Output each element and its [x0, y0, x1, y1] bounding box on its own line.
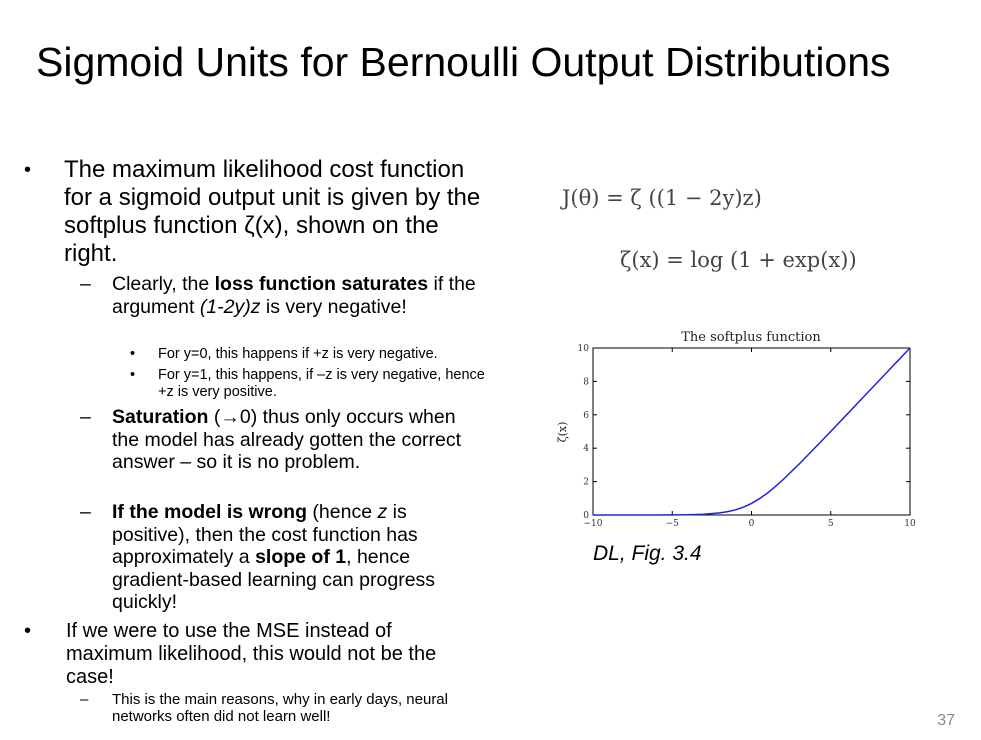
chart-y-axis-label: ζ(x) — [556, 422, 569, 443]
bullet-1-3-bold-1: If the model is wrong — [112, 501, 308, 523]
bullet-1-3: – If the model is wrong (hence z is posi… — [80, 501, 482, 614]
y-tick-label: 2 — [583, 478, 589, 488]
bullet-dash: – — [80, 501, 91, 523]
softplus-chart: The softplus function ζ(x) −10 −5 0 5 10 0 2 4 6… — [548, 322, 933, 534]
bullet-1-3-italic: z — [377, 501, 388, 523]
bullet-1: • The maximum likelihood cost function f… — [24, 156, 484, 268]
x-tick-label: 10 — [904, 519, 916, 529]
bullet-1-3-post: , hence gradient-based learning can prog… — [112, 546, 436, 613]
bullet-2-1: – This is the main reasons, why in early… — [80, 691, 482, 725]
x-tick-label: −5 — [666, 519, 680, 529]
bullet-dot: • — [130, 346, 136, 362]
bullet-1-1-bold: loss function saturates — [214, 273, 429, 295]
bullet-1-1-2-text: For y=1, this happens, if –z is very neg… — [158, 367, 485, 400]
x-tick-label: 0 — [749, 519, 755, 529]
page-number: 37 — [937, 712, 955, 729]
bullet-1-3-bold-2: slope of 1 — [255, 546, 347, 568]
bullet-1-2-post: (→0) thus only occurs when the model has… — [112, 406, 462, 473]
bullet-2: • If we were to use the MSE instead of m… — [24, 620, 466, 689]
y-tick-label: 0 — [583, 511, 589, 521]
bullet-1-1-italic: (1-2y)z — [199, 295, 261, 318]
bullet-dash: – — [80, 691, 89, 708]
bullet-dot: • — [24, 620, 32, 642]
formula-cost: J(θ) = ζ ((1 − 2y)z) — [562, 186, 762, 210]
bullet-1-1-2: • For y=1, this happens, if –z is very n… — [130, 367, 488, 401]
bullet-1-2: – Saturation (→0) thus only occurs when … — [80, 406, 482, 474]
bullet-dash: – — [80, 273, 91, 295]
plot-frame — [592, 347, 911, 516]
bullet-1-1-1-text: For y=0, this happens if +z is very nega… — [158, 346, 438, 362]
bullet-1-2-bold: Saturation — [112, 406, 209, 428]
bullet-1-1: – Clearly, the loss function saturates i… — [80, 273, 482, 318]
bullet-1-1-post: is very negative! — [260, 295, 407, 318]
y-tick-label: 4 — [583, 444, 589, 454]
axis-ticks: −10 −5 0 5 10 0 2 4 6 8 10 — [578, 344, 916, 529]
chart-title: The softplus function — [681, 330, 821, 345]
bullet-2-text: If we were to use the MSE instead of max… — [66, 620, 437, 688]
y-tick-label: 10 — [578, 344, 590, 354]
bullet-1-text: The maximum likelihood cost function for… — [64, 156, 481, 267]
softplus-chart-svg: The softplus function ζ(x) −10 −5 0 5 10 0 2 4 6… — [556, 330, 916, 529]
bullet-1-1-1: • For y=0, this happens if +z is very ne… — [130, 346, 488, 363]
bullet-dot: • — [130, 367, 136, 383]
slide-title: Sigmoid Units for Bernoulli Output Distr… — [36, 39, 891, 85]
bullet-1-1-pre: Clearly, the — [112, 273, 215, 295]
bullet-2-1-text: This is the main reasons, why in early d… — [112, 691, 448, 725]
x-tick-label: 5 — [828, 519, 834, 529]
bullet-dash: – — [80, 406, 91, 428]
figure-caption: DL, Fig. 3.4 — [593, 542, 702, 565]
bullet-1-3-mid-2: is positive), then the cost function has… — [112, 501, 418, 568]
x-tick-label: −10 — [584, 519, 603, 529]
formula-softplus: ζ(x) = log (1 + exp(x)) — [620, 248, 857, 272]
bullet-1-3-mid-1: (hence — [307, 501, 378, 523]
bullet-1-1-mid: if the argument — [112, 273, 476, 318]
y-tick-label: 8 — [583, 377, 589, 387]
bullet-dot: • — [24, 159, 32, 181]
softplus-series-line — [593, 347, 911, 516]
y-tick-label: 6 — [583, 411, 589, 421]
